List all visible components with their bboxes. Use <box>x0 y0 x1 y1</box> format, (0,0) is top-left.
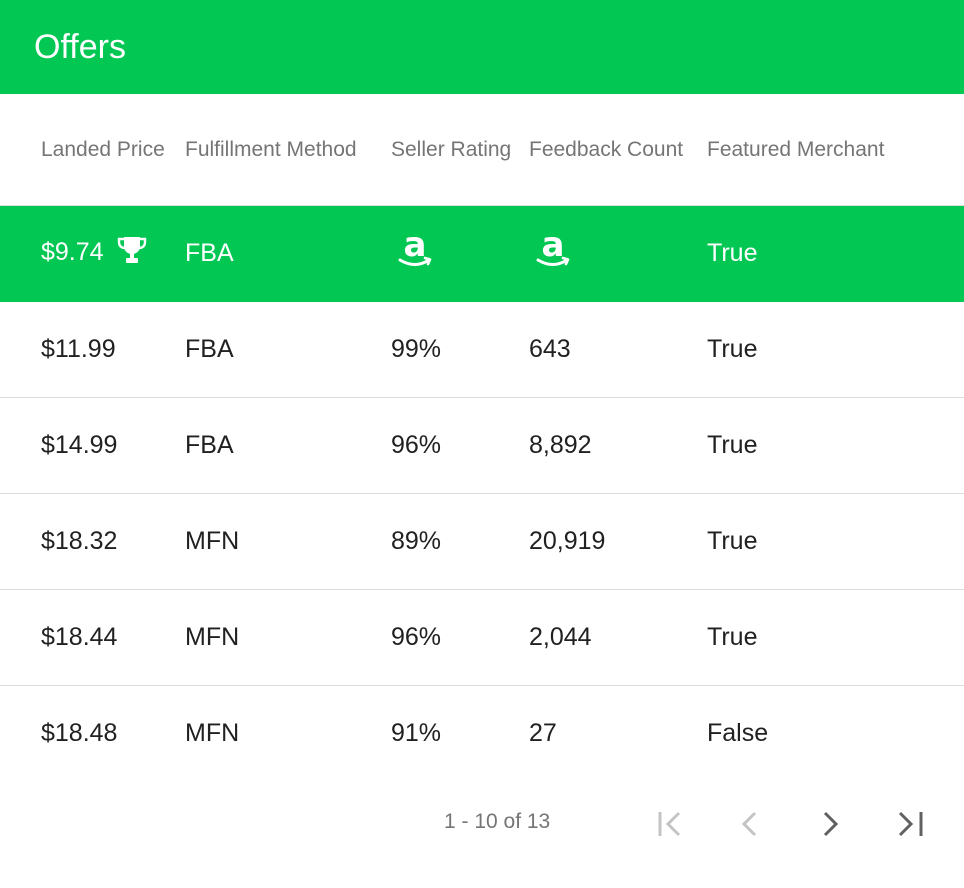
cell-feedback-count: 2,044 <box>529 589 707 686</box>
cell-price: $18.32 <box>0 493 185 590</box>
last-page-icon[interactable] <box>890 804 930 844</box>
column-header-featured-merchant[interactable]: Featured Merchant <box>707 94 964 206</box>
cell-seller-rating: 89% <box>391 493 529 590</box>
table-row[interactable]: $11.99 FBA 99% 643 True <box>0 301 964 398</box>
cell-feedback-count: 643 <box>529 301 707 398</box>
cell-seller-rating: 96% <box>391 397 529 494</box>
table-row-featured[interactable]: $9.74 FBA a <box>0 205 964 302</box>
cell-featured-merchant: True <box>707 301 964 398</box>
cell-fulfillment: MFN <box>185 719 240 747</box>
cell-featured-merchant: True <box>707 493 964 590</box>
column-header-fulfillment-method[interactable]: Fulfillment Method <box>185 94 391 206</box>
cell-featured-merchant: True <box>707 397 964 494</box>
cell-price: $18.48 <box>41 719 118 747</box>
previous-page-icon[interactable] <box>730 804 770 844</box>
cell-seller-rating: 99% <box>391 301 529 398</box>
table-row[interactable]: $18.32 MFN 89% 20,919 True <box>0 493 964 590</box>
cell-fulfillment: FBA <box>185 301 391 398</box>
cell-feedback-count: 27 <box>529 719 557 747</box>
cell-price: $14.99 <box>0 397 185 494</box>
svg-text:a: a <box>404 229 427 265</box>
cell-fulfillment: MFN <box>185 589 391 686</box>
pagination: 1 - 10 of 13 <box>0 784 964 864</box>
price-text: $9.74 <box>41 238 104 266</box>
cell-featured-merchant: False <box>707 719 769 747</box>
title-bar: Offers <box>0 0 964 94</box>
table-row[interactable]: $18.48 MFN 91% 27 False <box>0 686 964 782</box>
page-title: Offers <box>34 27 126 66</box>
offers-table: Landed Price Fulfillment Method Seller R… <box>0 94 964 781</box>
column-header-landed-price[interactable]: Landed Price <box>0 94 185 206</box>
cell-price: $9.74 <box>0 205 185 302</box>
cell-featured-merchant: True <box>707 589 964 686</box>
cell-seller-rating: 96% <box>391 589 529 686</box>
cell-feedback-count: 20,919 <box>529 493 707 590</box>
column-header-feedback-count[interactable]: Feedback Count <box>529 94 707 206</box>
trophy-icon <box>117 236 147 271</box>
cell-price: $18.44 <box>0 589 185 686</box>
table-row[interactable]: $18.44 MFN 96% 2,044 True <box>0 589 964 686</box>
cell-featured-merchant: True <box>707 205 964 302</box>
cell-fulfillment: FBA <box>185 397 391 494</box>
table-row[interactable]: $14.99 FBA 96% 8,892 True <box>0 397 964 494</box>
column-header-seller-rating[interactable]: Seller Rating <box>391 94 529 206</box>
cell-fulfillment: MFN <box>185 493 391 590</box>
next-page-icon[interactable] <box>810 804 850 844</box>
table-header-row: Landed Price Fulfillment Method Seller R… <box>0 94 964 206</box>
cell-fulfillment: FBA <box>185 205 391 302</box>
svg-text:a: a <box>542 229 565 265</box>
cell-seller-rating: a <box>391 205 529 302</box>
cell-feedback-count: 8,892 <box>529 397 707 494</box>
first-page-icon[interactable] <box>650 804 690 844</box>
cell-seller-rating: 91% <box>391 719 442 747</box>
pagination-range: 1 - 10 of 13 <box>444 810 551 833</box>
cell-price: $11.99 <box>0 301 185 398</box>
amazon-logo-icon: a <box>395 225 435 278</box>
cell-feedback-count: a <box>529 205 707 302</box>
amazon-logo-icon: a <box>533 225 573 278</box>
